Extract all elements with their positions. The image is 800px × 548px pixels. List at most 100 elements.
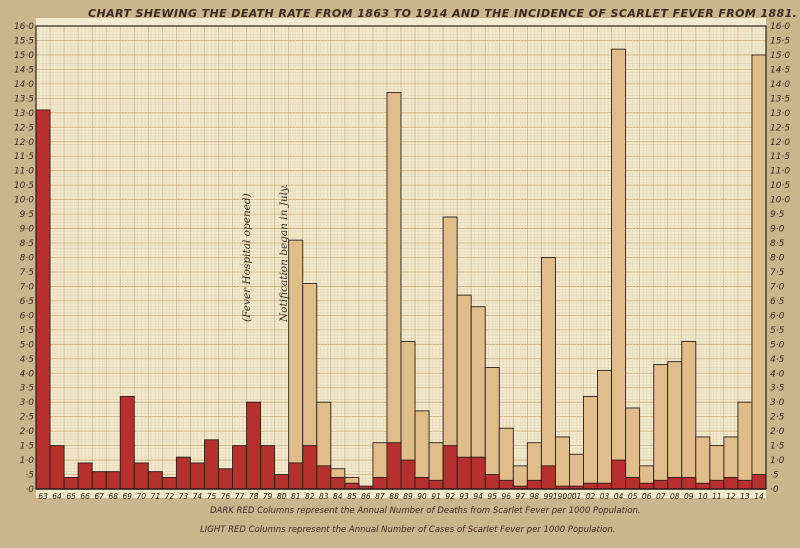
light-bar-88 <box>386 92 402 490</box>
x-tick-82: 82 <box>305 492 315 501</box>
y-tick-right: 13·0 <box>770 109 790 119</box>
y-tick-left: ·0 <box>25 485 34 495</box>
dark-bar-82 <box>302 445 318 490</box>
y-tick-left: 10·0 <box>14 196 34 206</box>
y-tick-left: 3·0 <box>20 398 35 408</box>
y-tick-left: 6·0 <box>20 311 35 321</box>
y-tick-left: 9·0 <box>20 225 35 235</box>
y-tick-right: 11·0 <box>770 167 790 177</box>
light-bar-01 <box>569 453 584 490</box>
light-bar-81 <box>288 239 304 490</box>
dark-bar-79 <box>260 445 276 490</box>
y-tick-left: 5·5 <box>20 326 35 336</box>
x-tick-05: 05 <box>628 492 638 501</box>
x-tick-76: 76 <box>221 492 231 501</box>
y-tick-left: 6·5 <box>20 297 35 307</box>
y-tick-right: 11·5 <box>770 152 790 162</box>
light-bar-99 <box>540 257 556 490</box>
y-tick-right: 10·5 <box>770 181 790 191</box>
x-tick-99: 99 <box>544 492 554 501</box>
x-tick-73: 73 <box>179 492 189 501</box>
x-tick-03: 03 <box>600 492 610 501</box>
y-tick-right: 8·0 <box>770 254 785 264</box>
y-tick-right: 15·5 <box>770 36 790 46</box>
x-tick-65: 65 <box>66 492 76 501</box>
dark-bar-90 <box>414 476 430 490</box>
light-bar-1900 <box>554 436 570 490</box>
x-tick-69: 69 <box>122 492 132 501</box>
dark-bar-14 <box>751 474 767 490</box>
light-bar-97 <box>512 465 528 490</box>
y-tick-left: 7·0 <box>20 282 35 292</box>
y-tick-right: 9·0 <box>770 225 785 235</box>
dark-bar-04 <box>611 459 627 490</box>
plot-frame <box>35 25 767 490</box>
y-tick-right: 12·0 <box>770 138 790 148</box>
y-tick-left: 4·5 <box>20 355 35 365</box>
y-tick-right: 1·5 <box>770 442 785 452</box>
dark-bar-03 <box>597 482 613 490</box>
dark-bar-68 <box>105 471 121 490</box>
y-tick-left: 2·5 <box>20 413 35 423</box>
dark-bar-78 <box>246 401 262 490</box>
y-tick-left: 4·0 <box>20 369 35 379</box>
x-tick-93: 93 <box>459 492 469 501</box>
x-tick-75: 75 <box>207 492 217 501</box>
x-tick-1900: 1900 <box>553 492 572 501</box>
y-tick-right: 5·0 <box>770 340 785 350</box>
dark-bar-70 <box>133 462 149 490</box>
y-tick-left: 5·0 <box>20 340 35 350</box>
dark-bar-12 <box>723 476 739 490</box>
y-tick-right: 9·5 <box>770 210 785 220</box>
light-bar-02 <box>583 395 598 490</box>
y-tick-left: 2·0 <box>20 427 35 437</box>
y-tick-left: 11·5 <box>14 152 34 162</box>
dark-bar-81 <box>288 462 304 490</box>
x-tick-04: 04 <box>614 492 624 501</box>
y-tick-right: 15·0 <box>770 51 790 61</box>
x-tick-11: 11 <box>712 492 722 501</box>
light-bar-04 <box>611 48 627 490</box>
y-tick-right: 12·5 <box>770 123 790 133</box>
x-tick-81: 81 <box>291 492 301 501</box>
x-tick-13: 13 <box>740 492 750 501</box>
y-tick-right: 6·0 <box>770 311 785 321</box>
x-tick-68: 68 <box>108 492 118 501</box>
x-tick-94: 94 <box>473 492 483 501</box>
dark-bar-94 <box>470 456 486 490</box>
dark-bar-66 <box>77 462 93 490</box>
x-tick-96: 96 <box>502 492 512 501</box>
dark-bar-13 <box>737 479 753 490</box>
x-tick-83: 83 <box>319 492 329 501</box>
annotation-notification: Notification began in July. <box>278 184 290 323</box>
dark-bar-92 <box>442 445 458 490</box>
y-tick-right: 2·5 <box>770 413 785 423</box>
x-tick-07: 07 <box>656 492 666 501</box>
x-tick-90: 90 <box>417 492 427 501</box>
x-tick-79: 79 <box>263 492 273 501</box>
dark-bar-80 <box>274 474 290 490</box>
dark-bar-07 <box>653 479 669 490</box>
dark-bar-75 <box>204 439 219 490</box>
dark-bar-67 <box>91 471 107 490</box>
x-tick-67: 67 <box>94 492 104 501</box>
x-tick-84: 84 <box>333 492 343 501</box>
x-tick-12: 12 <box>726 492 736 501</box>
dark-bar-69 <box>119 395 135 490</box>
dark-bar-89 <box>400 459 416 490</box>
light-bar-14 <box>751 54 767 490</box>
dark-bar-77 <box>232 445 248 490</box>
dark-bar-71 <box>147 471 163 490</box>
x-tick-14: 14 <box>754 492 764 501</box>
x-tick-09: 09 <box>684 492 694 501</box>
x-tick-66: 66 <box>80 492 90 501</box>
x-tick-88: 88 <box>389 492 399 501</box>
y-tick-left: 14·0 <box>14 80 34 90</box>
light-bar-95 <box>484 367 500 490</box>
x-tick-91: 91 <box>431 492 441 501</box>
x-tick-97: 97 <box>516 492 526 501</box>
y-tick-right: 14·5 <box>770 65 790 75</box>
dark-bar-10 <box>695 482 711 490</box>
light-bar-13 <box>737 401 753 490</box>
